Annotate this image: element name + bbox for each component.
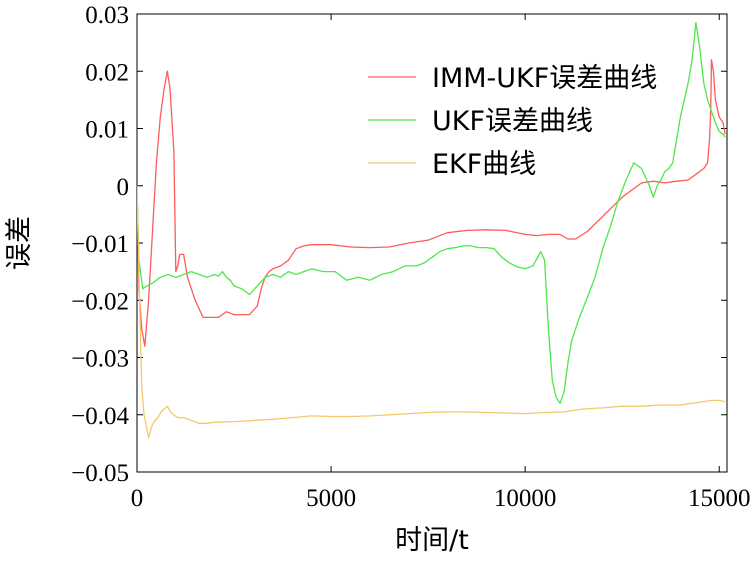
series-line-2	[137, 185, 726, 439]
x-tick-label: 5000	[306, 485, 356, 512]
series-line-0	[137, 59, 726, 347]
y-tick-label: 0.03	[85, 2, 129, 29]
x-tick-label: 0	[131, 485, 144, 512]
y-tick-label: −0.01	[71, 231, 129, 258]
legend-label-1: UKF误差曲线	[432, 106, 593, 137]
y-axis-title: 误差	[4, 216, 35, 270]
y-tick-label: 0.01	[85, 117, 129, 144]
y-tick-label: −0.04	[71, 403, 129, 430]
y-tick-label: 0	[117, 174, 130, 201]
y-tick-label: 0.02	[85, 59, 129, 86]
y-tick-label: −0.05	[71, 460, 129, 487]
y-tick-label: −0.03	[71, 346, 129, 373]
x-tick-label: 15000	[688, 485, 751, 512]
y-tick-label: −0.02	[71, 288, 129, 315]
series-line-1	[137, 21, 726, 404]
x-axis-title: 时间/t	[395, 525, 469, 556]
x-tick-label: 10000	[494, 485, 557, 512]
legend-label-0: IMM-UKF误差曲线	[432, 63, 657, 94]
legend-label-2: EKF曲线	[432, 149, 536, 180]
